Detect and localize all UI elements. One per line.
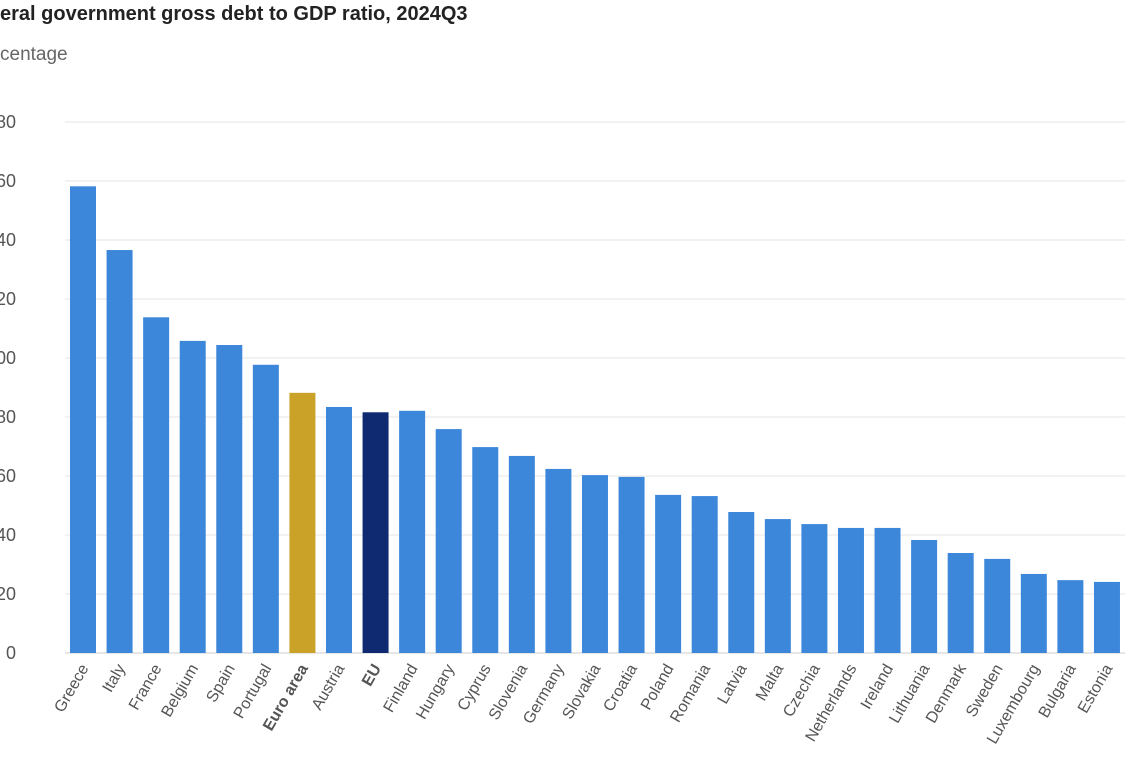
bar: [216, 345, 243, 653]
bar: [1057, 580, 1084, 653]
y-tick-label: 20: [0, 584, 16, 604]
bar: [179, 340, 206, 653]
y-tick-label: 60: [0, 466, 16, 486]
y-tick-label: 40: [0, 525, 16, 545]
y-tick-label: 120: [0, 289, 16, 309]
bar: [728, 511, 755, 653]
bar: [618, 476, 645, 653]
x-tick-label: Italy: [100, 662, 129, 696]
bar: [399, 410, 426, 653]
bar: [106, 250, 133, 653]
bar: [472, 447, 499, 653]
y-tick-label: 100: [0, 348, 16, 368]
bar: [691, 496, 718, 653]
x-tick-label: Ireland: [858, 662, 897, 713]
bar: [581, 475, 608, 653]
bar: [984, 558, 1011, 653]
x-tick-label: Greece: [52, 661, 93, 715]
bar: [70, 186, 96, 653]
bar: [325, 406, 352, 653]
y-tick-label: 180: [0, 112, 16, 132]
bar: [545, 468, 572, 653]
chart-subtitle: centage: [0, 44, 68, 65]
x-tick-label: Malta: [753, 661, 787, 703]
bar: [1020, 573, 1047, 653]
x-tick-label: Poland: [638, 662, 678, 714]
y-tick-label: 140: [0, 230, 16, 250]
x-tick-label: Croatia: [601, 661, 642, 714]
bar: [435, 429, 462, 653]
bar: [362, 412, 389, 653]
bar: [252, 364, 279, 653]
bar: [764, 519, 791, 653]
bar: [874, 527, 901, 653]
x-tick-label: Finland: [381, 662, 422, 716]
bar: [911, 540, 938, 653]
bar: [837, 527, 864, 653]
bar: [508, 455, 535, 653]
bar: [289, 392, 316, 653]
x-tick-label: EU: [359, 662, 385, 690]
x-tick-label: Estonia: [1075, 661, 1116, 716]
x-tick-label: France: [126, 661, 166, 713]
y-tick-label: 0: [6, 643, 16, 663]
y-tick-label: 80: [0, 407, 16, 427]
bar: [1093, 581, 1120, 653]
y-tick-label: 160: [0, 171, 16, 191]
bar: [143, 317, 170, 653]
x-tick-label: Latvia: [715, 661, 751, 707]
x-tick-label: Spain: [204, 662, 239, 706]
bar: [655, 494, 682, 653]
bar: [801, 524, 828, 653]
x-tick-label: Cyprus: [455, 662, 495, 714]
bar: [947, 552, 974, 653]
chart-title: eral government gross debt to GDP ratio,…: [0, 3, 468, 25]
x-tick-label: Austria: [309, 661, 349, 713]
